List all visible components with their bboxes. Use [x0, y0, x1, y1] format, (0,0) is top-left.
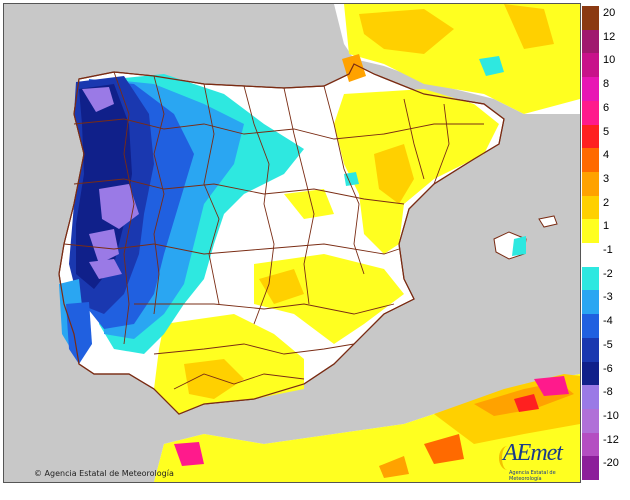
legend-swatch [582, 100, 599, 125]
legend-label: -5 [603, 338, 613, 351]
coastline [58, 63, 505, 415]
legend-label: 10 [603, 54, 616, 67]
legend-swatch [582, 266, 599, 291]
aemet-logo: AEmet Agencia Estatal de Meteorología [499, 440, 580, 482]
legend-label: 12 [603, 30, 616, 43]
province-borders [63, 71, 484, 390]
legend-swatch [582, 77, 599, 102]
legend-label: -12 [603, 433, 619, 446]
legend-swatch [582, 124, 599, 149]
legend-label: -3 [603, 291, 613, 304]
legend-label: 5 [603, 125, 610, 138]
legend-swatch [582, 219, 599, 244]
color-legend: 20 12 10 8 6 5 4 3 2 1 -1 -2 -3 -4 -5 -6 -8 -10 -12 -20 [582, 6, 630, 481]
legend-label: 20 [603, 7, 616, 19]
legend-swatch [582, 314, 599, 339]
legend-swatch [582, 385, 599, 410]
legend-swatch [582, 432, 599, 457]
legend-label: 8 [603, 78, 610, 91]
map-canvas [58, 4, 580, 482]
logo-subtitle: Agencia Estatal de Meteorología [509, 470, 556, 482]
legend-swatch [582, 6, 599, 31]
legend-swatch [582, 29, 599, 54]
legend-label: 3 [603, 172, 610, 185]
legend-swatch [582, 456, 599, 481]
legend-label: 1 [603, 220, 610, 233]
legend-swatch [582, 195, 599, 220]
legend-label: -20 [603, 457, 619, 470]
legend-swatch [582, 243, 599, 268]
legend-swatch [582, 361, 599, 386]
legend-label: -2 [603, 267, 613, 280]
legend-swatch [582, 408, 599, 434]
legend-label: 6 [603, 101, 610, 114]
anomaly-map: © Agencia Estatal de Meteorología AEmet … [3, 3, 581, 483]
menorca [538, 215, 558, 228]
legend-label: -8 [603, 386, 613, 399]
copyright-text: © Agencia Estatal de Meteorología [34, 469, 174, 478]
copyright-label: Agencia Estatal de Meteorología [44, 469, 174, 478]
legend-swatch [582, 171, 599, 197]
cold-anomaly-areas [59, 74, 526, 364]
legend-label: -1 [603, 244, 613, 256]
copyright-icon: © [34, 469, 42, 478]
legend-label: 2 [603, 196, 610, 209]
legend-swatch [582, 337, 599, 362]
logo-brand: AEmet [503, 440, 563, 466]
legend-label: -10 [603, 409, 619, 422]
legend-label: -6 [603, 362, 613, 375]
warm-anomaly-areas [154, 4, 580, 482]
logo-swoosh-icon [499, 446, 516, 470]
legend-label: 4 [603, 149, 610, 162]
legend-label: -4 [603, 315, 613, 328]
legend-swatch [582, 290, 599, 315]
legend-swatch [582, 53, 599, 78]
legend-swatch [582, 148, 599, 173]
